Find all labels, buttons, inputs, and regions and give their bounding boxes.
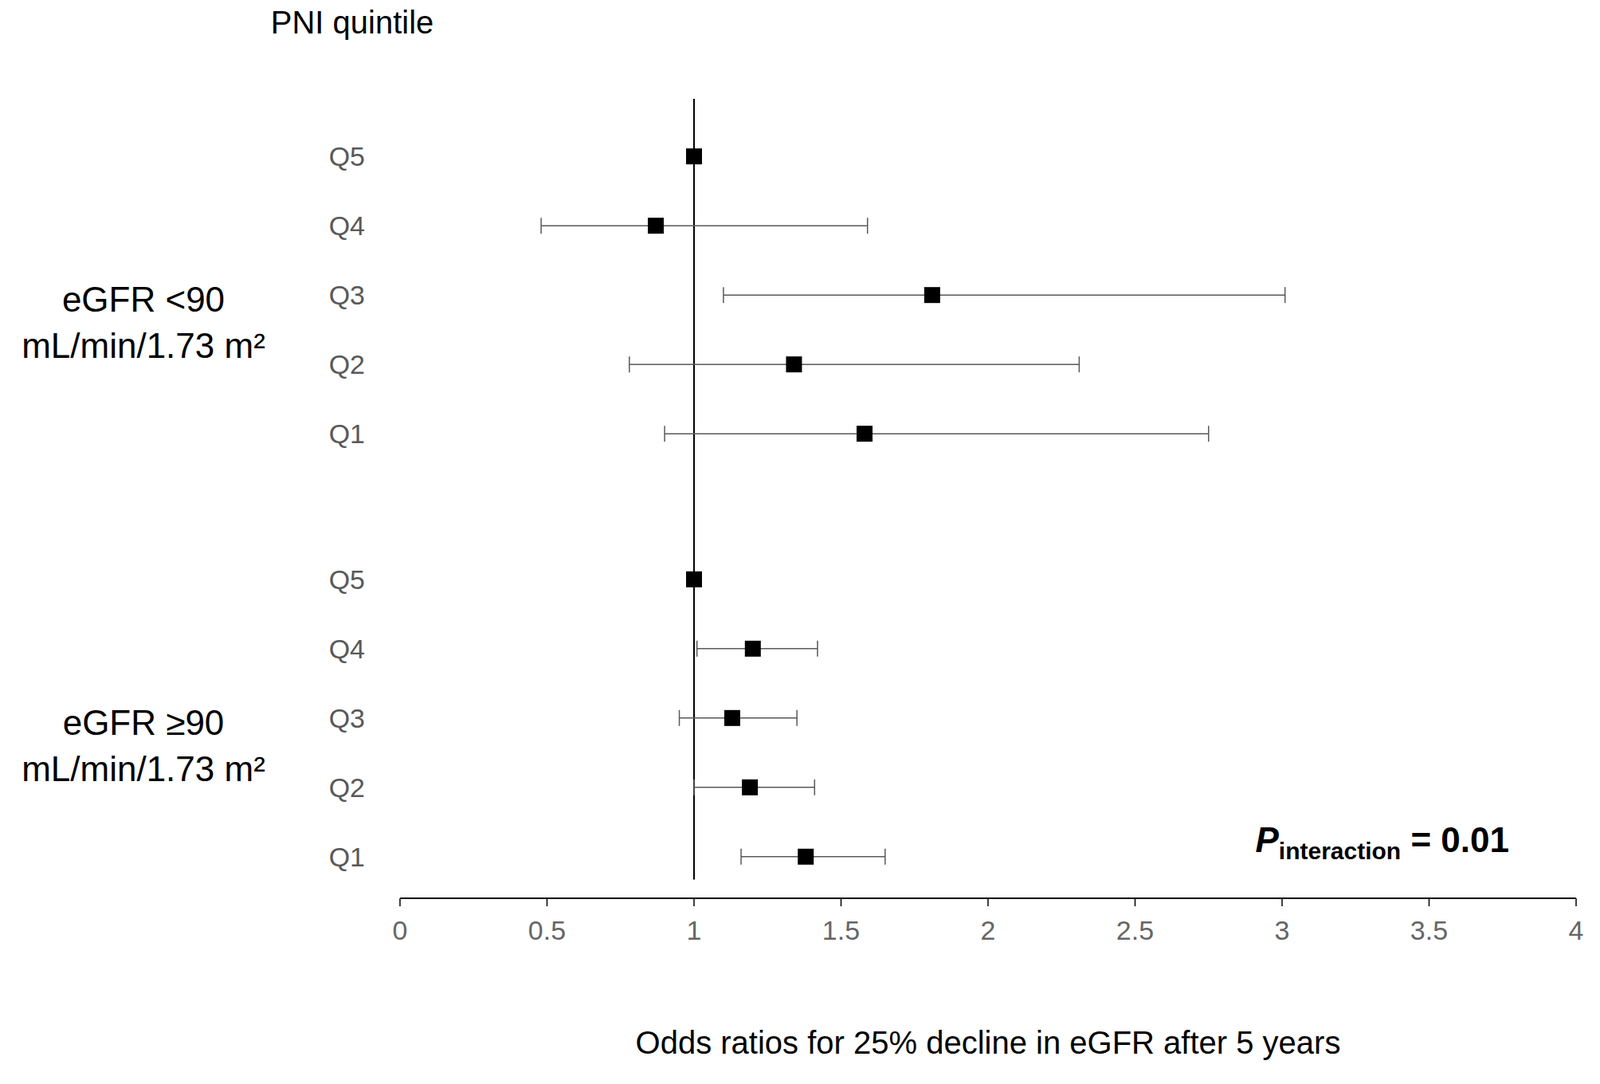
- svg-text:3.5: 3.5: [1410, 914, 1448, 946]
- html-text:eGFR ≥90: eGFR ≥90: [62, 702, 225, 742]
- svg-text:0: 0: [392, 914, 408, 946]
- svg-text:1.5: 1.5: [822, 914, 860, 946]
- svg-text:Q2: Q2: [329, 772, 365, 803]
- svg-text:Q3: Q3: [329, 279, 365, 310]
- svg-text:Q2: Q2: [329, 349, 365, 380]
- svg-text:0.5: 0.5: [528, 914, 566, 946]
- svg-text:Q4: Q4: [329, 210, 365, 241]
- svg-text:4: 4: [1568, 914, 1585, 946]
- svg-text:Q4: Q4: [329, 633, 365, 664]
- svg-text:2: 2: [980, 914, 997, 946]
- html-text:mL/min/1.73 m²: mL/min/1.73 m²: [21, 325, 266, 365]
- svg-text:2.5: 2.5: [1116, 914, 1154, 946]
- svg-text:Q5: Q5: [329, 564, 365, 595]
- html-text:PNI quintile: PNI quintile: [270, 4, 434, 40]
- svg-text:Q5: Q5: [329, 141, 365, 172]
- html-text:mL/min/1.73 m²: mL/min/1.73 m²: [21, 748, 266, 788]
- html-text:Odds ratios for 25% decline in: Odds ratios for 25% decline in eGFR afte…: [635, 1024, 1341, 1060]
- svg-text:Q3: Q3: [329, 702, 365, 734]
- svg-text:1: 1: [686, 914, 702, 946]
- html-text:Pinteraction = 0.01: Pinteraction = 0.01: [1255, 819, 1510, 865]
- svg-text:3: 3: [1274, 914, 1291, 946]
- svg-text:Q1: Q1: [329, 418, 365, 449]
- svg-text:Q1: Q1: [329, 841, 365, 872]
- html-text:eGFR <90: eGFR <90: [62, 279, 225, 319]
